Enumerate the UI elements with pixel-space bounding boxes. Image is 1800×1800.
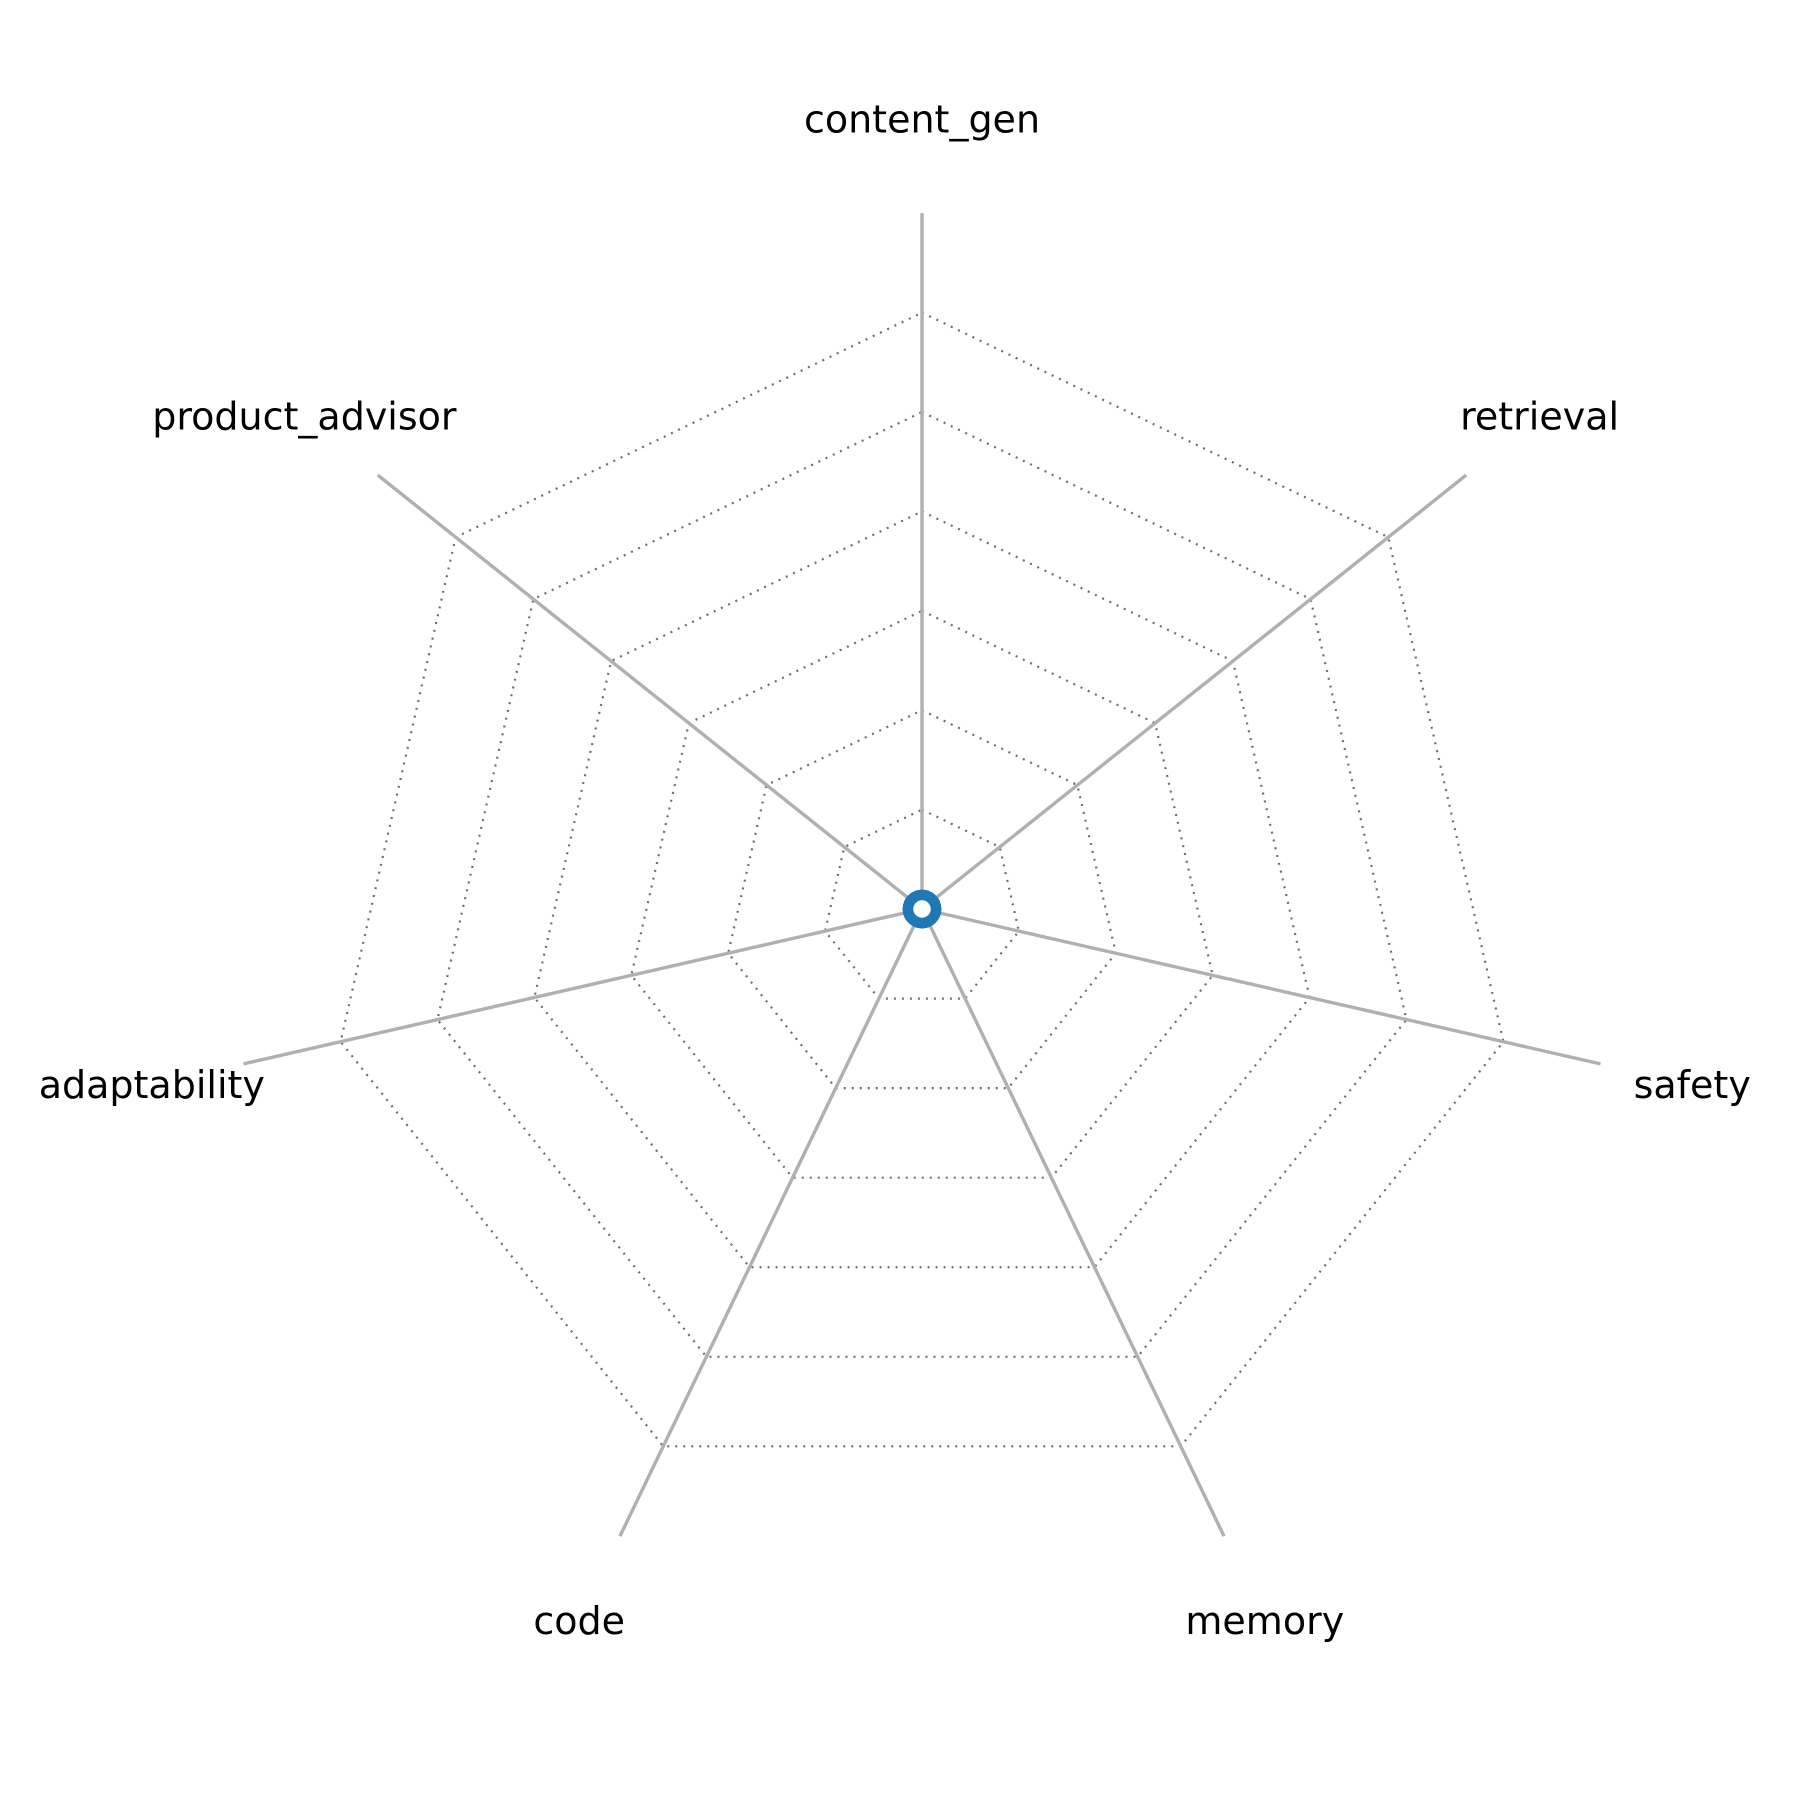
- axis-label-safety: safety: [1634, 1063, 1751, 1107]
- axis-label-retrieval: retrieval: [1460, 395, 1619, 439]
- axis-spoke-product_advisor: [376, 473, 924, 911]
- data-point-marker-product_advisor: [902, 889, 942, 929]
- axis-spoke-code: [618, 908, 924, 1537]
- axis-label-content_gen: content_gen: [804, 97, 1040, 141]
- axis-spoke-memory: [920, 908, 1226, 1537]
- axis-label-code: code: [533, 1599, 625, 1643]
- axis-spoke-safety: [921, 907, 1601, 1066]
- grid-ring-2: [727, 708, 1117, 1090]
- axis-label-memory: memory: [1185, 1599, 1344, 1643]
- axis-spoke-retrieval: [920, 473, 1468, 911]
- axis-label-adaptability: adaptability: [39, 1063, 265, 1107]
- axis-label-product_advisor: product_advisor: [152, 395, 457, 439]
- axis-spoke-adaptability: [243, 907, 923, 1066]
- grid-ring-3: [630, 609, 1214, 1179]
